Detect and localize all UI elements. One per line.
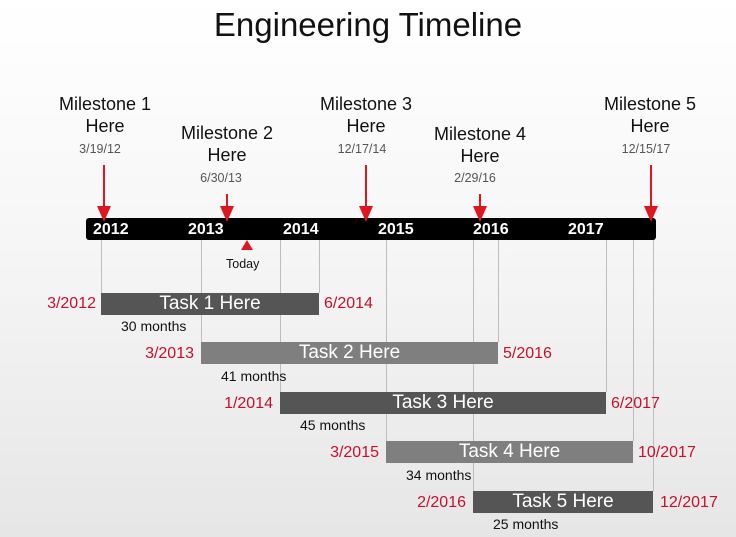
- task-2-bar: Task 2 Here: [201, 342, 498, 364]
- milestone-3-line2: Here: [346, 116, 386, 136]
- task-5-duration: 25 months: [493, 516, 559, 532]
- milestone-1-line2: Here: [85, 116, 125, 136]
- milestone-4-line1: Milestone 4: [433, 124, 527, 144]
- guide-line: [473, 240, 474, 491]
- guide-line: [498, 240, 499, 342]
- task-2-end-date: 5/2016: [503, 345, 552, 362]
- year-label: 2016: [473, 221, 509, 238]
- year-label: 2013: [188, 221, 224, 238]
- milestone-4-label: Milestone 4 Here: [415, 123, 545, 167]
- milestone-2-line2: Here: [207, 145, 247, 165]
- task-4-start-date: 3/2015: [330, 444, 379, 461]
- milestone-2-date: 6/30/13: [200, 171, 242, 185]
- milestone-3-date: 12/17/14: [337, 142, 387, 156]
- year-label: 2014: [283, 221, 319, 238]
- milestone-5-marker-icon: [644, 165, 658, 222]
- milestone-1-marker-icon: [97, 165, 111, 222]
- timeline-bar: [86, 218, 656, 240]
- task-1-end-date: 6/2014: [324, 295, 373, 312]
- year-label: 2017: [568, 221, 604, 238]
- guide-line: [101, 240, 102, 293]
- task-5-bar: Task 5 Here: [473, 491, 653, 513]
- milestone-3-line1: Milestone 3: [319, 94, 413, 114]
- task-3-bar: Task 3 Here: [280, 392, 606, 414]
- milestone-1-label: Milestone 1 Here: [40, 93, 170, 137]
- task-1-start-date: 3/2012: [47, 295, 96, 312]
- today-label: Today: [226, 257, 260, 271]
- milestone-1-line1: Milestone 1: [58, 94, 152, 114]
- guide-line: [386, 240, 387, 441]
- guide-line: [633, 240, 634, 441]
- milestone-3-label: Milestone 3 Here: [301, 93, 431, 137]
- year-label: 2012: [93, 221, 129, 238]
- milestone-5-date: 12/15/17: [621, 142, 671, 156]
- guide-line: [201, 240, 202, 342]
- task-4-duration: 34 months: [406, 467, 472, 483]
- task-2-start-date: 3/2013: [145, 345, 194, 362]
- guide-line: [606, 240, 607, 392]
- milestone-3-marker-icon: [359, 165, 373, 222]
- task-3-duration: 45 months: [300, 417, 366, 433]
- milestone-5-label: Milestone 5 Here: [585, 93, 715, 137]
- milestone-4-date: 2/29/16: [454, 171, 496, 185]
- task-4-bar: Task 4 Here: [386, 441, 633, 463]
- milestone-1-date: 3/19/12: [79, 142, 121, 156]
- task-5-end-date: 12/2017: [660, 494, 718, 511]
- today-marker-icon: [241, 240, 253, 250]
- page-title: Engineering Timeline: [213, 6, 523, 43]
- milestone-2-label: Milestone 2 Here: [162, 122, 292, 166]
- task-3-start-date: 1/2014: [224, 395, 273, 412]
- milestone-2-line1: Milestone 2: [180, 123, 274, 143]
- guide-line: [280, 240, 281, 392]
- task-1-duration: 30 months: [121, 318, 187, 334]
- task-3-end-date: 6/2017: [611, 395, 660, 412]
- task-2-duration: 41 months: [221, 368, 287, 384]
- milestone-5-line2: Here: [630, 116, 670, 136]
- guide-line: [319, 240, 320, 293]
- guide-line: [653, 240, 654, 491]
- year-label: 2015: [378, 221, 414, 238]
- milestone-4-line2: Here: [460, 146, 500, 166]
- task-5-start-date: 2/2016: [417, 494, 466, 511]
- task-1-bar: Task 1 Here: [101, 293, 319, 315]
- milestone-5-line1: Milestone 5: [603, 94, 697, 114]
- task-4-end-date: 10/2017: [638, 444, 696, 461]
